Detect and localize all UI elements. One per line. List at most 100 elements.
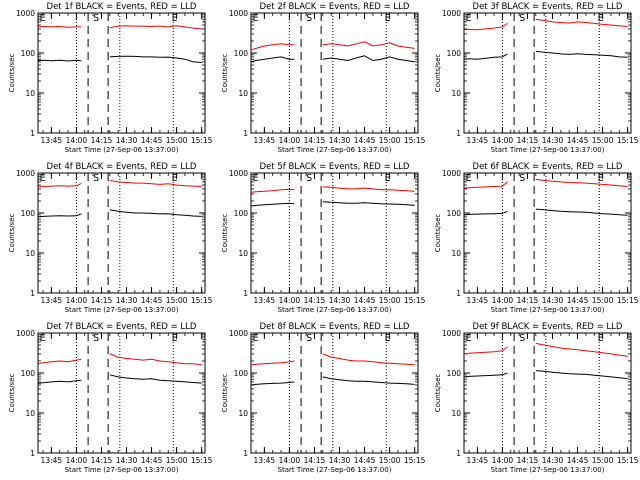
plot-frame: [250, 172, 419, 294]
x-axis-label: Start Time (27-Sep-06 13:37:00): [278, 466, 392, 474]
x-tick-label: 14:00: [279, 296, 301, 305]
x-tick-label: 13:45: [467, 136, 489, 145]
event-marker-label: S: [306, 333, 312, 344]
x-tick-label: 14:45: [567, 456, 589, 465]
x-tick-label: 15:00: [592, 136, 614, 145]
chart-title: Det 7f BLACK = Events, RED = LLD: [47, 322, 197, 332]
x-tick-label: 13:45: [41, 136, 63, 145]
y-axis-label: Counts/sec: [434, 54, 442, 93]
chart-title: Det 2f BLACK = Events, RED = LLD: [260, 2, 410, 12]
y-tick-label: 100: [447, 369, 462, 378]
y-tick-label: 10: [238, 249, 248, 258]
y-tick-label: 1000: [16, 329, 35, 338]
y-tick-label: 1: [243, 289, 248, 298]
lld-series-line: [463, 178, 628, 189]
plot-frame: [250, 332, 419, 454]
x-tick-label: 14:00: [66, 456, 88, 465]
x-tick-label: 14:45: [141, 456, 163, 465]
event-marker-label: S: [519, 13, 525, 24]
y-tick-label: 100: [21, 369, 36, 378]
x-axis-label: Start Time (27-Sep-06 13:37:00): [278, 306, 392, 314]
chart-panel-9: 1 10 100 1000 13:45 14:00 14:15 14:30 14:45 15:00…: [434, 322, 639, 474]
y-tick-label: 1000: [442, 329, 461, 338]
event-marker-label: E: [40, 173, 46, 184]
x-tick-label: 15:00: [379, 136, 401, 145]
plot-frame: [463, 172, 632, 294]
x-axis-label: Start Time (27-Sep-06 13:37:00): [65, 146, 179, 154]
x-tick-label: 15:00: [592, 456, 614, 465]
x-tick-label: 15:15: [617, 456, 639, 465]
x-tick-label: 14:15: [517, 136, 539, 145]
lld-series-line: [250, 353, 415, 366]
y-axis-label: Counts/sec: [8, 374, 16, 413]
y-axis-label: Counts/sec: [8, 214, 16, 253]
lld-series-line: [37, 180, 202, 188]
x-tick-label: 14:45: [567, 136, 589, 145]
plot-frame: [37, 12, 206, 134]
x-tick-label: 14:30: [116, 136, 138, 145]
y-axis-label: Counts/sec: [221, 54, 229, 93]
x-tick-label: 14:30: [116, 456, 138, 465]
event-marker-label: S: [519, 333, 525, 344]
lld-series-line: [37, 353, 202, 366]
plot-frame: [463, 12, 632, 134]
x-tick-label: 14:30: [329, 296, 351, 305]
x-axis-label: Start Time (27-Sep-06 13:37:00): [65, 466, 179, 474]
x-tick-label: 15:00: [379, 456, 401, 465]
x-tick-label: 14:30: [542, 456, 564, 465]
lld-series-line: [250, 186, 415, 193]
y-tick-label: 1: [456, 449, 461, 458]
x-tick-label: 14:15: [304, 136, 326, 145]
y-tick-label: 10: [25, 249, 35, 258]
y-axis-label: Counts/sec: [8, 54, 16, 93]
y-tick-label: 1000: [229, 329, 248, 338]
x-tick-label: 13:45: [254, 296, 276, 305]
x-tick-label: 14:30: [329, 136, 351, 145]
events-series-line: [250, 55, 415, 63]
x-tick-label: 14:15: [91, 296, 113, 305]
x-tick-label: 14:30: [329, 456, 351, 465]
x-tick-label: 14:45: [354, 296, 376, 305]
events-series-line: [37, 209, 202, 218]
chart-title: Det 5f BLACK = Events, RED = LLD: [260, 162, 410, 172]
x-tick-label: 13:45: [467, 296, 489, 305]
chart-panel-8: 1 10 100 1000 13:45 14:00 14:15 14:30 14:45 15:00…: [221, 322, 426, 474]
event-marker-label: E: [40, 333, 46, 344]
chart-panel-5: 1 10 100 1000 13:45 14:00 14:15 14:30 14:45 15:00…: [221, 162, 426, 314]
y-tick-label: 1000: [229, 169, 248, 178]
x-tick-label: 15:15: [617, 296, 639, 305]
x-tick-label: 14:00: [492, 456, 514, 465]
event-marker-label: E: [466, 333, 472, 344]
chart-title: Det 6f BLACK = Events, RED = LLD: [473, 162, 623, 172]
y-tick-label: 1000: [16, 169, 35, 178]
event-marker-label: E: [172, 333, 178, 344]
x-tick-label: 14:45: [354, 136, 376, 145]
chart-title: Det 1f BLACK = Events, RED = LLD: [47, 2, 197, 12]
y-tick-label: 1: [30, 289, 35, 298]
x-tick-label: 14:15: [517, 456, 539, 465]
y-tick-label: 1: [30, 129, 35, 138]
event-marker-label: E: [385, 13, 391, 24]
event-marker-label: E: [385, 173, 391, 184]
x-tick-label: 14:45: [141, 296, 163, 305]
events-series-line: [463, 370, 628, 380]
event-marker-label: E: [253, 173, 259, 184]
y-tick-label: 1000: [442, 9, 461, 18]
y-tick-label: 1: [30, 449, 35, 458]
y-tick-label: 1000: [229, 9, 248, 18]
x-tick-label: 15:15: [404, 136, 426, 145]
y-tick-label: 10: [238, 409, 248, 418]
chart-title: Det 9f BLACK = Events, RED = LLD: [473, 322, 623, 332]
x-tick-label: 15:15: [404, 296, 426, 305]
y-tick-label: 1: [243, 449, 248, 458]
x-tick-label: 15:15: [191, 296, 213, 305]
y-axis-label: Counts/sec: [221, 374, 229, 413]
y-tick-label: 100: [447, 49, 462, 58]
x-tick-label: 15:15: [617, 136, 639, 145]
x-tick-label: 14:00: [279, 136, 301, 145]
event-marker-label: E: [598, 333, 604, 344]
plot-frame: [463, 332, 632, 454]
y-axis-label: Counts/sec: [434, 214, 442, 253]
x-tick-label: 14:00: [66, 296, 88, 305]
x-tick-label: 14:30: [542, 136, 564, 145]
